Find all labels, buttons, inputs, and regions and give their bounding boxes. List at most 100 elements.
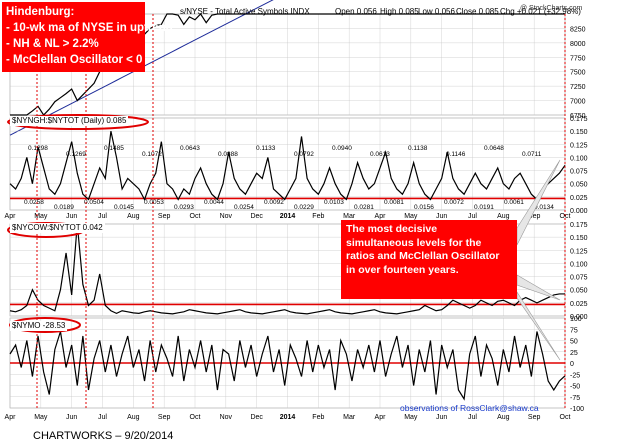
data-label: 0.0254 <box>234 204 254 211</box>
data-label: 0.0613 <box>370 151 390 158</box>
annotation-pointer <box>516 274 561 301</box>
month-label: Oct <box>190 213 201 220</box>
data-label: 0.0281 <box>354 204 374 211</box>
y-tick-label: 0.050 <box>570 288 588 295</box>
y-tick-label: 7000 <box>570 99 586 106</box>
header-close: Close 0.085 <box>456 7 499 16</box>
data-label: 0.0081 <box>384 199 404 206</box>
month-label: Nov <box>220 213 233 220</box>
stockcharts-stamp: @ StockCharts.com <box>520 5 583 12</box>
month-label: Jul <box>468 414 477 421</box>
data-label: 0.0504 <box>84 199 104 206</box>
y-tick-label: 50 <box>570 339 578 346</box>
chartworks-credit: CHARTWORKS – 9/20/2014 <box>33 430 174 442</box>
month-label: Dec <box>250 414 263 421</box>
month-label: Sep <box>158 213 171 220</box>
data-label: 0.1485 <box>104 145 124 152</box>
data-label: 0.0229 <box>294 204 314 211</box>
data-label: 0.0191 <box>474 204 494 211</box>
annotation-line2: simultaneous levels for the <box>346 236 482 249</box>
month-label: Mar <box>343 213 356 220</box>
y-tick-label: -50 <box>570 384 580 391</box>
data-label: 0.0134 <box>534 204 554 211</box>
y-tick-label: 8000 <box>570 41 586 48</box>
data-label: 0.0643 <box>180 145 200 152</box>
data-label: 0.0145 <box>114 204 134 211</box>
callout-line1: - 10-wk ma of NYSE in uptrend <box>6 22 173 34</box>
data-label: 0.0293 <box>174 204 194 211</box>
header-chg: Chg +0.021 (+32.98%) <box>500 7 581 16</box>
y-tick-label: 0 <box>570 361 574 368</box>
data-label: 0.0061 <box>504 199 524 206</box>
data-label: 0.0258 <box>24 199 44 206</box>
month-label: Oct <box>560 213 571 220</box>
data-label: 0.0072 <box>444 199 464 206</box>
legend-nh: $NYNGH:$NYTOT (Daily) 0.085 <box>10 116 129 126</box>
month-label: Aug <box>127 414 140 421</box>
y-tick-label: 25 <box>570 350 578 357</box>
y-tick-label: 7500 <box>570 70 586 77</box>
legend-ellipse <box>7 114 149 130</box>
month-label: Aug <box>497 213 510 220</box>
data-label: 0.1138 <box>408 145 428 152</box>
data-label: 0.0711 <box>522 151 542 158</box>
legend-mo: $NYMO -28.53 <box>10 321 68 331</box>
month-label: Feb <box>312 414 324 421</box>
y-tick-label: 0.125 <box>570 142 588 149</box>
header-open: Open 0.056 <box>335 7 377 16</box>
data-label: 0.1298 <box>28 145 48 152</box>
moving-average-line <box>9 0 274 136</box>
data-label: 0.0648 <box>484 145 504 152</box>
month-label: 2014 <box>280 414 296 421</box>
month-label: Jul <box>98 414 107 421</box>
data-label: 0.1133 <box>256 145 276 152</box>
y-tick-label: 0.125 <box>570 248 588 255</box>
y-tick-label: 0.075 <box>570 169 588 176</box>
month-label: Jun <box>436 414 447 421</box>
month-label: Jun <box>66 213 77 220</box>
series-line <box>9 223 565 315</box>
month-label: Aug <box>497 414 510 421</box>
callout-line3: - McClellan Oscillator < 0 <box>6 54 143 66</box>
data-label: 0.0044 <box>204 199 224 206</box>
observer-credit: observations of RossClark@shaw.ca <box>400 403 539 413</box>
y-tick-label: 0.150 <box>570 129 588 136</box>
data-label: 0.0053 <box>144 199 164 206</box>
data-label: 0.0092 <box>264 199 284 206</box>
data-label: 0.0888 <box>218 151 238 158</box>
month-label: Apr <box>5 213 17 220</box>
month-label: Nov <box>220 414 233 421</box>
month-label: Oct <box>190 414 201 421</box>
y-tick-label: 0.075 <box>570 275 588 282</box>
month-label: Sep <box>158 414 171 421</box>
month-label: Mar <box>343 414 356 421</box>
month-label: May <box>404 213 418 220</box>
month-label: Feb <box>312 213 324 220</box>
data-label: 0.1146 <box>446 151 466 158</box>
y-tick-label: 8250 <box>570 26 586 33</box>
header-high: High 0.085 <box>380 7 419 16</box>
hindenburg-callout: Hindenburg: - 10-wk ma of NYSE in uptren… <box>2 2 173 72</box>
month-label: Aug <box>127 213 140 220</box>
annotation-pointer <box>516 159 561 246</box>
y-tick-label: 0.050 <box>570 182 588 189</box>
y-tick-label: -100 <box>570 406 584 413</box>
data-label: 0.1269 <box>66 151 86 158</box>
callout-title: Hindenburg: <box>6 6 75 18</box>
annotation-pointer <box>516 290 561 361</box>
month-label: Jun <box>66 414 77 421</box>
month-label: May <box>404 414 418 421</box>
month-label: Jul <box>98 213 107 220</box>
header-low: Low 0.056 <box>418 7 455 16</box>
y-tick-label: 0.175 <box>570 116 588 123</box>
month-label: Apr <box>5 414 17 421</box>
annotation-line1: The most decisive <box>346 223 438 235</box>
series-line <box>9 131 566 201</box>
y-tick-label: 0.100 <box>570 155 588 162</box>
month-label: Apr <box>375 213 387 220</box>
month-label: Jul <box>468 213 477 220</box>
y-tick-label: 0.100 <box>570 261 588 268</box>
data-label: 0.0189 <box>54 204 74 211</box>
y-tick-label: -75 <box>570 395 580 402</box>
y-tick-label: 100 <box>570 316 582 323</box>
